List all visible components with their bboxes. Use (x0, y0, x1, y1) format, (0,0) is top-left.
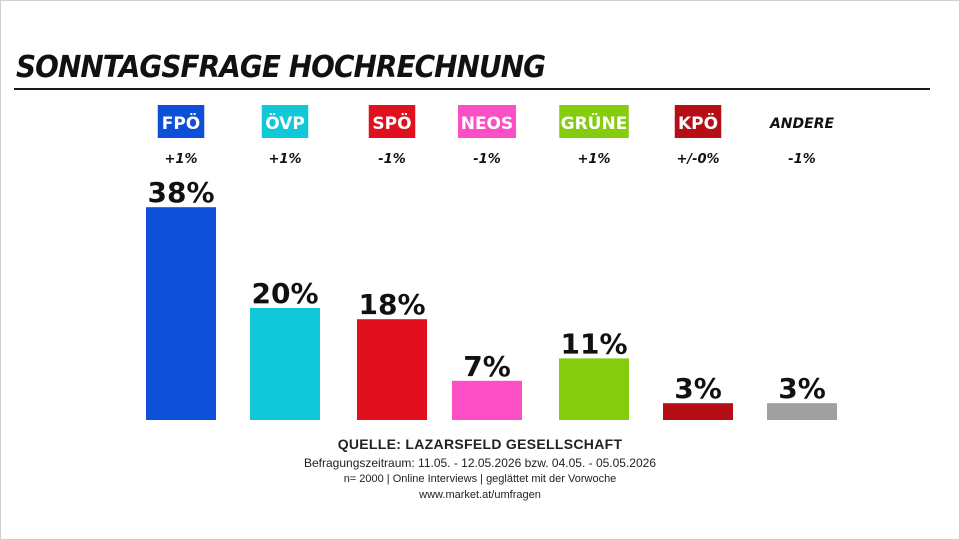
party-label-oevp: ÖVP (265, 112, 305, 134)
party-label-gruene: GRÜNE (561, 112, 628, 134)
survey-method: n= 2000 | Online Interviews | geglättet … (343, 473, 617, 485)
party-label-bg-oevp (261, 105, 309, 138)
value-label-spoe: 18% (358, 288, 425, 321)
party-label-kpoe: KPÖ (678, 112, 718, 134)
bar-gruene (559, 358, 629, 420)
bar-spoe (357, 319, 427, 420)
value-label-kpoe: 3% (674, 372, 722, 405)
source-url: www.market.at/umfragen (419, 489, 541, 501)
change-label-kpoe: +/-0% (676, 152, 719, 167)
value-label-oevp: 20% (251, 277, 318, 310)
party-label-bg-kpoe (674, 105, 722, 138)
change-label-oevp: +1% (269, 152, 302, 167)
bar-fpoe (146, 207, 216, 420)
bar-kpoe (663, 403, 733, 420)
change-label-andere: -1% (788, 152, 815, 167)
party-label-andere: ANDERE (769, 116, 835, 132)
bar-andere (767, 403, 837, 420)
value-label-fpoe: 38% (147, 176, 214, 209)
change-label-fpoe: +1% (165, 152, 198, 167)
party-label-bg-gruene (559, 105, 629, 138)
party-label-bg-spoe (368, 105, 416, 138)
change-label-gruene: +1% (578, 152, 611, 167)
value-label-andere: 3% (778, 372, 826, 405)
value-label-neos: 7% (463, 350, 511, 383)
change-label-spoe: -1% (378, 152, 405, 167)
bar-oevp (250, 308, 320, 420)
title-divider (14, 88, 930, 90)
source-label: QUELLE: LAZARSFELD GESELLSCHAFT (337, 436, 623, 452)
survey-period: Befragungszeitraum: 11.05. - 12.05.2026 … (303, 456, 657, 470)
party-label-neos: NEOS (461, 114, 514, 134)
party-label-fpoe: FPÖ (162, 112, 201, 134)
bar-neos (452, 380, 522, 420)
party-label-bg-neos (458, 105, 516, 138)
party-label-bg-fpoe (157, 105, 205, 138)
change-label-neos: -1% (473, 152, 500, 167)
value-label-gruene: 11% (560, 327, 627, 360)
party-label-spoe: SPÖ (372, 112, 411, 134)
chart-title: SONNTAGSFRAGE HOCHRECHNUNG (16, 50, 546, 85)
